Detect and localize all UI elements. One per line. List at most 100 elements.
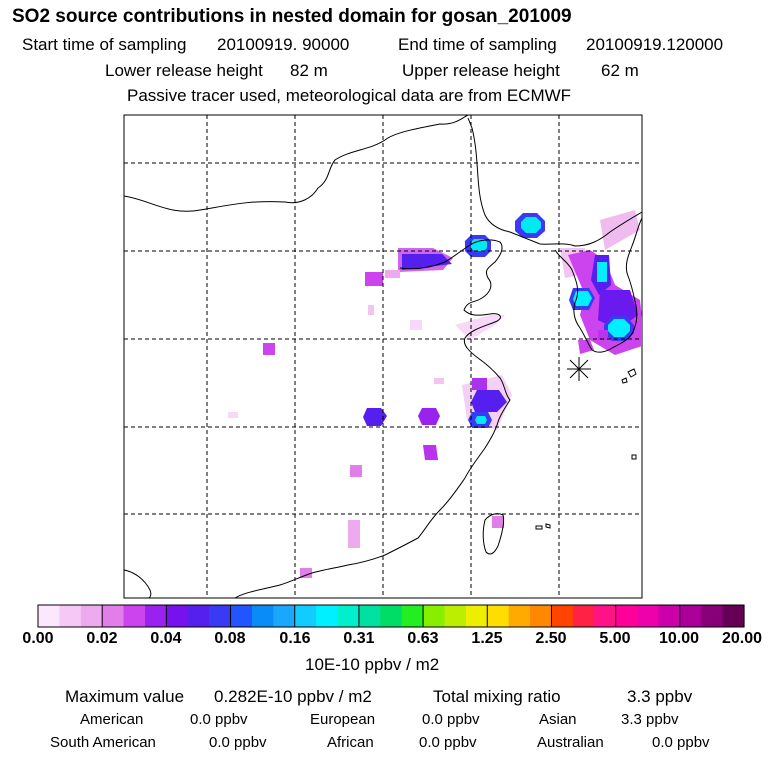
region-name: South American [50,734,156,751]
plume-medium [418,408,440,425]
plume-faint [228,412,238,418]
plume-medium [363,408,387,426]
plume-low [423,445,438,460]
colorbar-cell [530,605,553,627]
colorbar-cell [38,605,60,627]
colorbar-cell [144,605,167,627]
colorbar-cell [465,605,488,627]
region-value: 0.0 ppbv [209,734,267,751]
colorbar-tick-label: 0.31 [343,630,375,647]
plume-low [350,465,362,477]
colorbar-cell [251,605,274,627]
plume-high [475,416,487,424]
colorbar-cell [444,605,467,627]
coast-hainan [124,569,152,598]
tracer-note: Passive tracer used, meteorological data… [127,86,572,105]
region-name: Australian [537,734,604,751]
lower-release-label: Lower release height [105,61,263,80]
colorbar-tick-label: 0.02 [86,630,118,647]
upper-release-value: 62 m [601,61,639,80]
plume-low [598,330,608,340]
plume-faint [434,378,444,384]
start-time-label: Start time of sampling [22,35,187,54]
colorbar-tick-label: 2.50 [535,630,567,647]
region-name: American [80,711,144,728]
plume-faint [348,520,360,548]
colorbar-cell [230,605,253,627]
colorbar-cell [423,605,446,627]
region-name: European [310,711,376,728]
colorbar-cell [102,605,125,627]
colorbar-cell [358,605,381,627]
coast-japan-isl [535,368,637,530]
max-value-label: Maximum value [65,687,185,706]
total-mixing-label: Total mixing ratio [433,687,561,706]
colorbar-tick-label: 20.00 [722,630,763,647]
gridlines [124,115,642,598]
plume-high [597,262,607,282]
plume-layer [228,210,642,578]
max-value: 0.282E-10 ppbv / m2 [214,687,372,706]
colorbar-cell [123,605,146,627]
colorbar-cell [701,605,724,627]
region-value: 0.0 ppbv [652,734,710,751]
colorbar-cell [166,605,189,627]
colorbar-cells [38,605,745,627]
colorbar-cell [615,605,638,627]
plume-faint [492,516,504,528]
colorbar-tick-label: 0.08 [214,630,246,647]
plume-faint [600,210,640,250]
region-name: Asian [539,711,577,728]
colorbar-tick-label: 10.00 [658,630,700,647]
plume-faint [410,320,422,330]
region-value: 3.3 ppbv [621,711,679,728]
colorbar-cell [401,605,424,627]
station-marker [567,357,591,381]
region-value: 0.0 ppbv [422,711,480,728]
colorbar-cell [551,605,574,627]
lower-release-value: 82 m [290,61,328,80]
start-time-value: 20100919. 90000 [217,35,350,54]
colorbar-cell [658,605,681,627]
colorbar-cell [487,605,510,627]
colorbar-cell [59,605,82,627]
colorbar-cell [316,605,339,627]
colorbar-tick-label: 0.00 [22,630,54,647]
colorbar-cell [572,605,595,627]
colorbar-cell [508,605,531,627]
region-name: African [327,734,374,751]
colorbar-unit: 10E-10 ppbv / m2 [305,655,440,674]
region-value: 0.0 ppbv [190,711,248,728]
colorbar-ticks [101,605,681,627]
colorbar-tick-label: 0.16 [279,630,311,647]
colorbar-cell [273,605,296,627]
colorbar-cell [209,605,232,627]
colorbar-cell [337,605,360,627]
coast-korea [554,217,642,353]
coast-bohai [234,239,511,598]
plume-medium [402,254,452,270]
colorbar-cell [679,605,702,627]
colorbar-cell [380,605,403,627]
colorbar-cell [637,605,660,627]
total-mixing-value: 3.3 ppbv [627,687,693,706]
colorbar-tick-label: 5.00 [599,630,631,647]
end-time-value: 20100919.120000 [586,35,724,54]
colorbar-tick-label: 1.25 [471,630,503,647]
colorbar-frame [37,604,745,628]
upper-release-label: Upper release height [402,61,560,80]
plume-faint [300,568,312,578]
region-value: 0.0 ppbv [419,734,477,751]
colorbar-cell [294,605,317,627]
plume-medium [471,390,507,412]
colorbar-cell [187,605,210,627]
colorbar-cell [594,605,617,627]
plume-low [263,343,275,355]
plume-low [472,378,487,390]
colorbar-tick-label: 0.63 [407,630,439,647]
colorbar-cell [722,605,745,627]
plume-low [578,340,594,354]
plume-faint [385,270,400,278]
